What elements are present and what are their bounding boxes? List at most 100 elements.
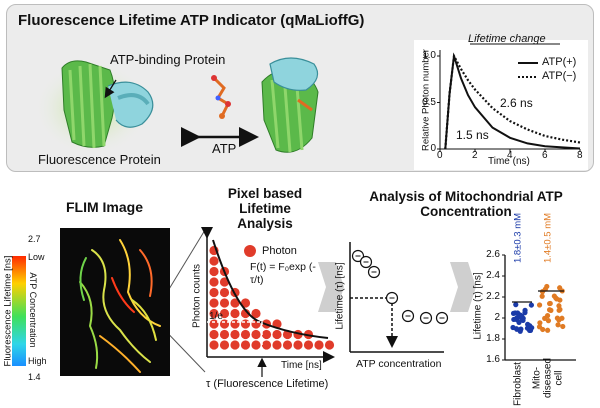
pixel-time-label: Time [ns] xyxy=(281,360,322,371)
colorbar-label: Fluorescence Lifetime [ns] xyxy=(2,255,14,367)
decay-y-tick-label: 1.0 xyxy=(422,50,436,61)
photon-dot xyxy=(209,277,219,287)
annotation-long-lifetime: 2.6 ns xyxy=(500,96,533,110)
scatter-y-tick-label: 1.8 xyxy=(486,333,500,344)
photon-dot xyxy=(240,340,251,350)
fibroblast-point xyxy=(522,310,528,316)
diseased-point xyxy=(539,289,546,295)
photon-dot xyxy=(251,308,261,319)
decay-x-tick-label: 4 xyxy=(507,150,513,161)
photon-dot xyxy=(261,340,272,350)
diseased-point xyxy=(556,303,562,309)
colorbar-max: 2.7 xyxy=(28,234,41,244)
fluorescence-protein-right xyxy=(261,57,319,153)
photon-dot xyxy=(324,340,335,350)
photon-label: Photon xyxy=(262,245,297,257)
decay-x-tick-label: 0 xyxy=(437,150,443,161)
diseased-point xyxy=(560,323,566,330)
photon-dot xyxy=(240,298,251,308)
scatter-y-tick-label: 2.6 xyxy=(486,249,500,260)
fibroblast-point xyxy=(527,323,533,329)
lifetime-colorbar xyxy=(12,256,26,366)
diseased-point xyxy=(537,320,543,326)
mito-lifetime-plot xyxy=(349,242,449,353)
flow-arrow-2 xyxy=(450,262,476,312)
diseased-point xyxy=(545,318,552,324)
photon-dot xyxy=(230,308,240,319)
diseased-point xyxy=(536,324,543,330)
fibroblast-point xyxy=(517,328,523,334)
scatter-y-tick-label: 2.4 xyxy=(486,270,500,281)
photon-dot xyxy=(209,308,219,319)
photon-dot xyxy=(209,319,219,329)
high-label: High xyxy=(28,356,47,366)
diseased-point xyxy=(555,322,561,328)
mito-y-label: Lifetime (τ) [ns] xyxy=(334,262,346,330)
photon-dot xyxy=(240,329,251,340)
atp-binding-label: ATP-binding Protein xyxy=(110,52,226,67)
scatter-y-tick-label: 2 xyxy=(494,312,500,323)
decay-x-tick-label: 8 xyxy=(577,150,583,161)
fluorescence-protein-left xyxy=(34,60,154,156)
scatter-y-label: Lifetime (τ) [ns] xyxy=(472,272,484,340)
pixel-analysis-title: Pixel based Lifetime Analysis xyxy=(227,186,303,231)
diseased-point xyxy=(545,327,551,333)
diseased-point xyxy=(544,313,551,319)
colorbar-min: 1.4 xyxy=(28,372,41,382)
flim-title: FLIM Image xyxy=(66,199,144,215)
atp-molecule xyxy=(211,75,231,119)
diseased-point xyxy=(557,285,563,291)
fibroblast-point xyxy=(520,317,526,323)
diseased-value: 1.4±0.5 mM xyxy=(542,212,554,264)
photon-dot xyxy=(282,340,293,350)
legend-atp-plus: ATP(+) xyxy=(542,56,577,68)
diseased-point xyxy=(553,295,559,301)
diseased-point xyxy=(536,302,543,308)
photon-dot xyxy=(219,340,230,350)
photon-dot xyxy=(272,329,282,340)
scatter-y-tick-label: 1.6 xyxy=(486,354,500,365)
legend-atp-minus: ATP(−) xyxy=(542,70,577,82)
photon-legend-dot xyxy=(244,245,256,257)
photon-dot xyxy=(230,340,240,350)
decay-chart-header: Lifetime change xyxy=(468,33,546,45)
mito-analysis-title: Analysis of Mitochondrial ATP Concentrat… xyxy=(369,189,563,219)
decay-y-tick-label: 0.5 xyxy=(422,96,436,108)
fibroblast-label: Fibroblast xyxy=(512,362,524,406)
photon-counts-label: Photon counts xyxy=(191,264,203,328)
flim-image xyxy=(12,228,170,376)
photon-dot xyxy=(219,308,230,319)
fluorescence-protein-label: Fluorescence Protein xyxy=(38,152,161,167)
figure-title: Fluorescence Lifetime ATP Indicator (qMa… xyxy=(18,12,365,29)
atp-concentration-axis-label: ATP Concentration xyxy=(28,272,38,348)
photon-dot xyxy=(251,340,261,350)
one-e-label: 1/e xyxy=(209,311,223,322)
decay-x-tick-label: 2 xyxy=(472,150,478,161)
lifetime-scatter xyxy=(502,254,576,361)
photon-dot xyxy=(230,319,240,329)
photon-dot xyxy=(219,329,230,340)
fibroblast-point xyxy=(517,312,523,318)
fibroblast-point xyxy=(527,327,534,333)
photon-dot xyxy=(240,319,251,329)
decay-x-tick-label: 6 xyxy=(542,150,548,161)
tau-label: τ (Fluorescence Lifetime) xyxy=(206,378,329,390)
photon-dot xyxy=(209,340,219,350)
photon-dot xyxy=(209,256,219,266)
diseased-point xyxy=(546,307,553,313)
diseased-point xyxy=(557,297,563,303)
diseased-point xyxy=(547,300,553,307)
photon-dot xyxy=(209,266,219,277)
photon-dot xyxy=(219,298,230,308)
decay-y-tick-label: 0 xyxy=(430,143,436,154)
annotation-short-lifetime: 1.5 ns xyxy=(456,128,489,142)
decay-chart xyxy=(414,40,588,170)
fibroblast-point xyxy=(513,302,519,308)
photon-dot xyxy=(230,329,240,340)
mito-x-label: ATP concentration xyxy=(356,358,442,370)
photon-dot xyxy=(314,340,324,350)
diseased-point xyxy=(539,293,545,299)
atp-label: ATP xyxy=(212,141,237,156)
diseased-point xyxy=(556,317,562,323)
